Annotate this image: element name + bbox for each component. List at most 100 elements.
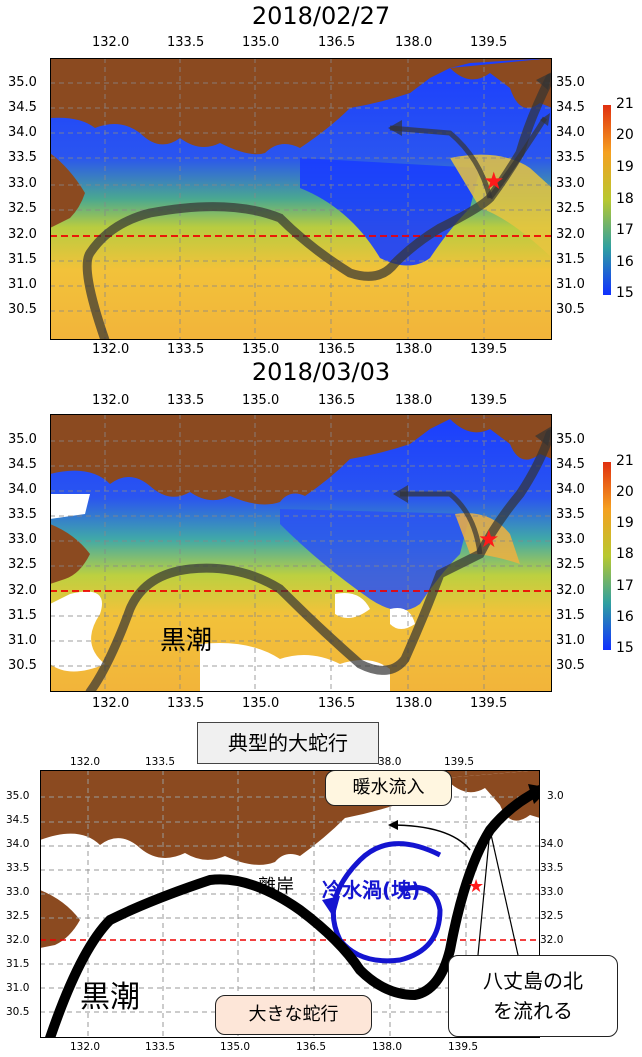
p3-bottom-lon-4: 136.5 xyxy=(296,1041,327,1053)
hachijo-star: ★ xyxy=(478,525,500,553)
cold-water-pool xyxy=(300,158,480,266)
p2-right-lat-7: 32.0 xyxy=(556,583,585,598)
hachijo-star: ★ xyxy=(483,167,505,195)
p3-bottom-lon-2: 133.5 xyxy=(145,1041,176,1053)
p1-right-lat-8: 31.5 xyxy=(556,252,585,267)
cloud-mask-4 xyxy=(335,593,370,618)
warm-inflow-arrowhead-1 xyxy=(388,120,402,136)
p1-bottom-lon-1: 132.0 xyxy=(92,342,130,357)
hachijo-star: ★ xyxy=(468,876,484,897)
p1-bottom-lon-4: 136.5 xyxy=(318,342,356,357)
p3-left-lat-8: 31.5 xyxy=(6,958,30,970)
warm-inflow-arrow xyxy=(400,491,483,555)
p3-left-lat-7: 32.0 xyxy=(6,934,30,946)
p2-left-lat-6: 32.5 xyxy=(8,557,37,572)
p1-top-lon-2: 133.5 xyxy=(167,35,205,50)
p2-right-lat-8: 31.5 xyxy=(556,608,585,623)
p3-left-lat-2: 34.5 xyxy=(6,814,30,826)
p1-bottom-lon-6: 139.5 xyxy=(470,342,508,357)
p2-cb-21: 21 xyxy=(616,453,634,469)
p2-cb-15: 15 xyxy=(616,640,634,656)
p2-left-lat-1: 35.0 xyxy=(8,432,37,447)
warm-inflow-arrow-1 xyxy=(389,125,493,199)
p2-top-lon-3: 135.0 xyxy=(242,393,280,408)
p1-left-lat-10: 30.5 xyxy=(8,302,37,317)
p1-cb-15: 15 xyxy=(616,285,634,301)
p2-right-lat-2: 34.5 xyxy=(556,457,585,472)
land-kyushu-south xyxy=(50,524,90,584)
p1-left-lat-8: 31.5 xyxy=(8,252,37,267)
p3-top-lon-1: 132.0 xyxy=(70,756,101,768)
p1-left-lat-2: 34.5 xyxy=(8,100,37,115)
branch-arrowhead-2 xyxy=(540,113,550,126)
large-meander-callout: 大きな蛇行 xyxy=(215,995,372,1035)
p2-right-lat-6: 32.5 xyxy=(556,557,585,572)
cold-eddy-label: 冷水渦(塊) xyxy=(322,878,421,902)
p1-top-lon-3: 135.0 xyxy=(242,35,280,50)
hachijo-pointer-1 xyxy=(477,829,491,956)
p2-top-lon-5: 138.0 xyxy=(395,393,433,408)
p1-left-lat-5: 33.0 xyxy=(8,176,37,191)
cloud-mask-2 xyxy=(50,494,90,519)
p3-left-lat-5: 33.0 xyxy=(6,886,30,898)
p1-cb-18: 18 xyxy=(616,191,634,207)
p2-top-lon-6: 139.5 xyxy=(470,393,508,408)
cloud-mask-5 xyxy=(390,608,415,629)
cold-eddy-loop xyxy=(330,841,443,964)
p1-right-lat-4: 33.5 xyxy=(556,150,585,165)
cloud-mask-3 xyxy=(200,643,390,692)
p1-top-lon-6: 139.5 xyxy=(470,35,508,50)
p2-bottom-lon-1: 132.0 xyxy=(92,696,130,711)
p3-bottom-lon-1: 132.0 xyxy=(70,1041,101,1053)
warm-inflow-callout: 暖水流入 xyxy=(325,770,452,806)
hachijo-callout-line1: 八丈島の北 xyxy=(483,969,583,993)
p1-bottom-lon-5: 138.0 xyxy=(395,342,433,357)
p2-kuroshio-label: 黒潮 xyxy=(160,626,213,656)
p1-right-lat-6: 32.5 xyxy=(556,201,585,216)
p1-left-lat-3: 34.0 xyxy=(8,125,37,140)
cloud-mask-1 xyxy=(50,591,105,672)
p3-kuroshio-label: 黒潮 xyxy=(80,980,140,1015)
p2-colorbar xyxy=(603,462,611,650)
p1-top-lon-4: 136.5 xyxy=(318,35,356,50)
panel1-map: ★ xyxy=(50,58,552,340)
panel1-title: 2018/02/27 xyxy=(251,2,391,30)
panel1-frame xyxy=(50,58,552,340)
p1-top-lon-1: 132.0 xyxy=(92,35,130,50)
p3-right-lat-7: 32.0 xyxy=(540,934,564,946)
p3-right-lat-5: 33.0 xyxy=(540,886,564,898)
p1-colorbar xyxy=(603,105,611,295)
land-izu xyxy=(450,414,552,460)
land-izu xyxy=(450,58,552,108)
p2-cb-19: 19 xyxy=(616,515,634,531)
panel3-header: 典型的大蛇行 xyxy=(197,722,379,764)
p1-right-lat-7: 32.0 xyxy=(556,227,585,242)
grid xyxy=(50,58,552,340)
p2-right-lat-1: 35.0 xyxy=(556,432,585,447)
p1-cb-19: 19 xyxy=(616,159,634,175)
hachijo-pointer-2 xyxy=(489,829,519,956)
warm-water-east xyxy=(450,154,552,258)
panel2-map: ★ xyxy=(50,414,552,692)
p3-bottom-lon-6: 139.5 xyxy=(448,1041,479,1053)
p1-cb-21: 21 xyxy=(616,96,634,112)
p2-left-lat-3: 34.0 xyxy=(8,482,37,497)
p2-cb-17: 17 xyxy=(616,578,634,594)
warm-inflow-arrowhead xyxy=(393,485,408,503)
p2-right-lat-10: 30.5 xyxy=(556,658,585,673)
p1-bottom-lon-2: 133.5 xyxy=(167,342,205,357)
p3-bottom-lon-5: 138.0 xyxy=(372,1041,403,1053)
warm-inflow-arrowhead xyxy=(388,820,398,830)
p3-left-lat-9: 31.0 xyxy=(6,982,30,994)
p3-right-lat-6: 32.5 xyxy=(540,910,564,922)
p1-cb-17: 17 xyxy=(616,222,634,238)
p2-left-lat-10: 30.5 xyxy=(8,658,37,673)
p1-right-lat-9: 31.0 xyxy=(556,277,585,292)
p3-left-lat-1: 35.0 xyxy=(6,790,30,802)
p3-left-lat-10: 30.5 xyxy=(6,1006,30,1018)
p1-right-lat-5: 33.0 xyxy=(556,176,585,191)
cold-water-pool xyxy=(280,509,470,611)
p2-bottom-lon-6: 139.5 xyxy=(470,696,508,711)
kuroshio-arrowhead xyxy=(536,72,552,90)
p3-right-lat-3: 34.0 xyxy=(540,838,564,850)
